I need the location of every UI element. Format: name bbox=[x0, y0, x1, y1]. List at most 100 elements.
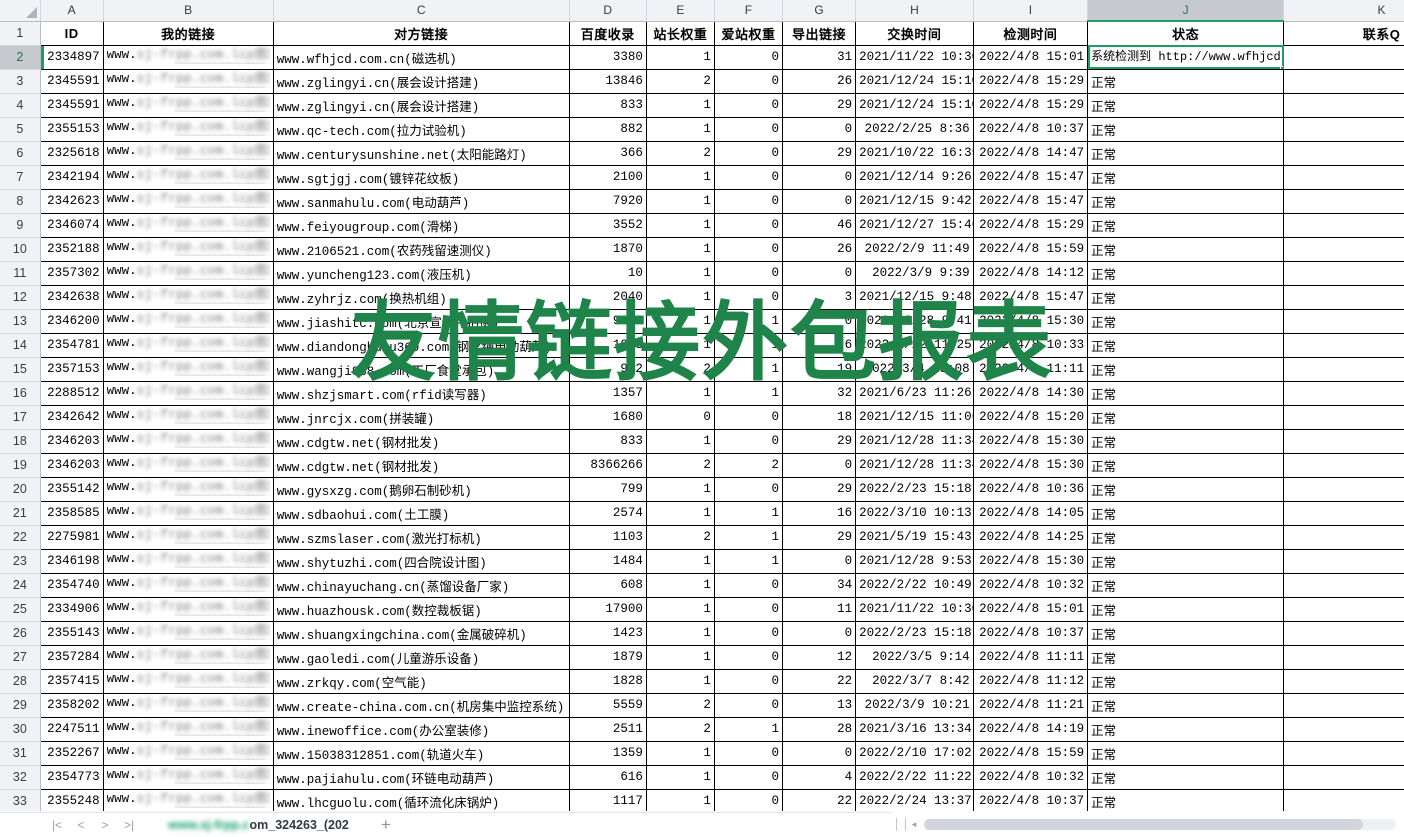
cell-aizhan-weight[interactable]: 0 bbox=[714, 741, 783, 766]
cell-exchange-time[interactable]: 2021/12/24 15:10 bbox=[855, 93, 974, 118]
row-number-17[interactable]: 17 bbox=[0, 405, 41, 430]
cell-id[interactable]: 2357153 bbox=[40, 357, 104, 382]
cell-exchange-time[interactable]: 2022/2/23 15:18 bbox=[855, 621, 974, 646]
cell-id[interactable]: 2247511 bbox=[40, 717, 104, 742]
cell-outbound-links[interactable]: 31 bbox=[782, 45, 857, 70]
cell-partner-link[interactable]: www.15038312851.com(轨道火车) bbox=[273, 741, 570, 766]
cell-outbound-links[interactable]: 34 bbox=[782, 573, 857, 598]
cell-aizhan-weight[interactable]: 1 bbox=[714, 525, 783, 550]
cell-id[interactable]: 2342642 bbox=[40, 405, 104, 430]
cell-status[interactable]: 正常 bbox=[1087, 573, 1285, 598]
cell-check-time[interactable]: 2022/4/8 14:30 bbox=[973, 381, 1089, 406]
cell-webmaster-weight[interactable]: 1 bbox=[646, 213, 715, 238]
cell-exchange-time[interactable]: 2021/12/15 11:06 bbox=[855, 405, 974, 430]
row-number-20[interactable]: 20 bbox=[0, 477, 41, 502]
cell-partner-link[interactable]: www.wfhjcd.com.cn(磁选机) bbox=[273, 45, 570, 70]
cell-aizhan-weight[interactable]: 0 bbox=[714, 117, 783, 142]
last-sheet-icon[interactable]: >| bbox=[123, 818, 135, 832]
cell-outbound-links[interactable]: 16 bbox=[782, 501, 857, 526]
row-number-30[interactable]: 30 bbox=[0, 717, 41, 742]
cell-status[interactable]: 正常 bbox=[1087, 597, 1285, 622]
cell-partner-link[interactable]: www.huazhousk.com(数控裁板锯) bbox=[273, 597, 570, 622]
cell-id[interactable]: 2346198 bbox=[40, 549, 104, 574]
cell-exchange-time[interactable]: 2021/12/28 9:41 bbox=[855, 309, 974, 334]
sheet-grid[interactable]: A B C D E F G H I J K 1 ID 我的链接 对方链接 百度收… bbox=[0, 0, 1404, 812]
cell-aizhan-weight[interactable]: 0 bbox=[714, 93, 783, 118]
cell-baidu-index[interactable]: 8366266 bbox=[569, 453, 647, 478]
header-cell-status[interactable]: 状态 bbox=[1087, 21, 1285, 46]
cell-baidu-index[interactable]: 3380 bbox=[569, 45, 647, 70]
cell-check-time[interactable]: 2022/4/8 15:01 bbox=[973, 45, 1089, 70]
cell-my-link[interactable]: www.sj-frpp.com.lcp图1 bbox=[103, 693, 274, 718]
cell-check-time[interactable]: 2022/4/8 10:32 bbox=[973, 573, 1089, 598]
cell-baidu-index[interactable]: 608 bbox=[569, 573, 647, 598]
cell-contact-qq[interactable]: 2355901 bbox=[1283, 453, 1404, 478]
cell-id[interactable]: 2357284 bbox=[40, 645, 104, 670]
next-sheet-icon[interactable]: > bbox=[101, 818, 109, 832]
row-number-7[interactable]: 7 bbox=[0, 165, 41, 190]
cell-baidu-index[interactable]: 833 bbox=[569, 93, 647, 118]
cell-check-time[interactable]: 2022/4/8 10:37 bbox=[973, 789, 1089, 812]
cell-id[interactable]: 2342638 bbox=[40, 285, 104, 310]
cell-status[interactable]: 正常 bbox=[1087, 549, 1285, 574]
cell-contact-qq[interactable]: 2355901 bbox=[1283, 69, 1404, 94]
cell-baidu-index[interactable]: 882 bbox=[569, 117, 647, 142]
row-number-32[interactable]: 32 bbox=[0, 765, 41, 790]
cell-outbound-links[interactable]: 12 bbox=[782, 645, 857, 670]
cell-outbound-links[interactable]: 0 bbox=[782, 549, 857, 574]
cell-aizhan-weight[interactable]: 0 bbox=[714, 597, 783, 622]
scrollbar-thumb[interactable] bbox=[924, 819, 1363, 830]
cell-contact-qq[interactable]: 930006 bbox=[1283, 189, 1404, 214]
cell-outbound-links[interactable]: 22 bbox=[782, 789, 857, 812]
cell-id[interactable]: 2355153 bbox=[40, 117, 104, 142]
cell-exchange-time[interactable]: 2021/11/22 10:30 bbox=[855, 597, 974, 622]
cell-aizhan-weight[interactable]: 0 bbox=[714, 789, 783, 812]
cell-exchange-time[interactable]: 2021/12/28 9:53 bbox=[855, 549, 974, 574]
cell-partner-link[interactable]: www.sanmahulu.com(电动葫芦) bbox=[273, 189, 570, 214]
column-header-i[interactable]: I bbox=[973, 0, 1089, 22]
cell-partner-link[interactable]: www.sgtjgj.com(镀锌花纹板) bbox=[273, 165, 570, 190]
row-number-2[interactable]: 2 bbox=[0, 45, 41, 70]
row-number-5[interactable]: 5 bbox=[0, 117, 41, 142]
cell-exchange-time[interactable]: 2022/3/5 9:14 bbox=[855, 645, 974, 670]
cell-id[interactable]: 2346074 bbox=[40, 213, 104, 238]
header-cell-outbound-links[interactable]: 导出链接 bbox=[782, 21, 857, 46]
cell-outbound-links[interactable]: 22 bbox=[782, 669, 857, 694]
cell-outbound-links[interactable]: 26 bbox=[782, 69, 857, 94]
cell-baidu-index[interactable]: 1879 bbox=[569, 645, 647, 670]
cell-contact-qq[interactable]: 957336 bbox=[1283, 237, 1404, 262]
cell-id[interactable]: 2334897 bbox=[40, 45, 104, 70]
row-number-26[interactable]: 26 bbox=[0, 621, 41, 646]
row-number-6[interactable]: 6 bbox=[0, 141, 41, 166]
cell-check-time[interactable]: 2022/4/8 11:12 bbox=[973, 669, 1089, 694]
header-cell-contact-qq[interactable]: 联系Q bbox=[1283, 21, 1404, 46]
cell-my-link[interactable]: www.sj-frpp.com.lcp图1 bbox=[103, 789, 274, 812]
cell-status[interactable]: 正常 bbox=[1087, 525, 1285, 550]
cell-exchange-time[interactable]: 2021/6/23 11:26 bbox=[855, 381, 974, 406]
cell-webmaster-weight[interactable]: 1 bbox=[646, 333, 715, 358]
cell-webmaster-weight[interactable]: 1 bbox=[646, 429, 715, 454]
cell-baidu-index[interactable]: 1103 bbox=[569, 525, 647, 550]
cell-outbound-links[interactable]: 0 bbox=[782, 453, 857, 478]
cell-outbound-links[interactable]: 13 bbox=[782, 693, 857, 718]
cell-contact-qq[interactable]: 3259274 bbox=[1283, 765, 1404, 790]
cell-partner-link[interactable]: www.cdgtw.net(钢材批发) bbox=[273, 453, 570, 478]
cell-status[interactable]: 正常 bbox=[1087, 141, 1285, 166]
cell-partner-link[interactable]: www.chinayuchang.cn(蒸馏设备厂家) bbox=[273, 573, 570, 598]
row-number-27[interactable]: 27 bbox=[0, 645, 41, 670]
cell-partner-link[interactable]: www.pajiahulu.com(环链电动葫芦) bbox=[273, 765, 570, 790]
cell-partner-link[interactable]: www.centurysunshine.net(太阳能路灯) bbox=[273, 141, 570, 166]
row-number-16[interactable]: 16 bbox=[0, 381, 41, 406]
cell-my-link[interactable]: www.sj-frpp.com.lcp图1 bbox=[103, 213, 274, 238]
row-number-19[interactable]: 19 bbox=[0, 453, 41, 478]
cell-webmaster-weight[interactable]: 1 bbox=[646, 261, 715, 286]
cell-exchange-time[interactable]: 2022/2/23 15:18 bbox=[855, 477, 974, 502]
cell-status[interactable]: 正常 bbox=[1087, 189, 1285, 214]
cell-check-time[interactable]: 2022/4/8 15:30 bbox=[973, 429, 1089, 454]
cell-webmaster-weight[interactable]: 1 bbox=[646, 669, 715, 694]
cell-check-time[interactable]: 2022/4/8 15:59 bbox=[973, 741, 1089, 766]
add-sheet-icon[interactable]: + bbox=[380, 815, 391, 834]
cell-status[interactable]: 正常 bbox=[1087, 261, 1285, 286]
cell-webmaster-weight[interactable]: 1 bbox=[646, 309, 715, 334]
pane-splitter-handle[interactable] bbox=[896, 818, 906, 831]
